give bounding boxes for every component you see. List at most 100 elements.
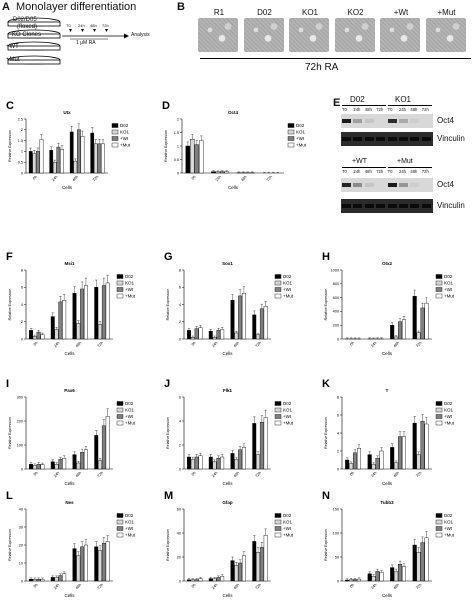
bar (216, 457, 221, 470)
bar (94, 287, 99, 340)
y-tick-label: 600 (333, 296, 339, 300)
bar (194, 328, 199, 340)
chart-title: Tubb3 (380, 500, 394, 505)
x-tick-label: 72h (255, 341, 262, 348)
x-tick-label: 24h (370, 471, 377, 478)
bar (190, 337, 195, 340)
bar (54, 329, 59, 340)
legend-label: +Wt (125, 287, 134, 292)
bar (416, 332, 421, 340)
x-axis-label: Cells (64, 481, 75, 486)
legend-swatch (435, 420, 443, 426)
blot-band (399, 183, 408, 187)
legend-label: D02 (444, 513, 453, 518)
oct4-blot-top (341, 114, 433, 128)
legend-swatch (274, 414, 282, 419)
bar (220, 329, 225, 340)
x-axis-label: Cells (382, 351, 393, 356)
bar (424, 423, 429, 470)
bar (32, 336, 37, 340)
bar (259, 422, 264, 470)
x-tick-label: 48h (72, 175, 79, 182)
y-axis-label: Relative Expression (324, 289, 328, 321)
legend-label: +Wt (283, 287, 292, 292)
bar (77, 129, 81, 174)
legend-swatch (274, 280, 282, 286)
bar (194, 144, 200, 174)
bar (424, 302, 429, 340)
bar (190, 139, 195, 174)
x-axis-label: Cells (222, 593, 233, 598)
blot-lane-label: 24h (399, 169, 406, 174)
legend-label: +Mut (444, 294, 455, 299)
blot-lane-label: 72h (376, 169, 384, 174)
y-tick-label: 0 (177, 171, 179, 175)
legend-label: +Mut (283, 533, 294, 538)
vinculin-blot-top (341, 132, 433, 146)
bar (98, 324, 103, 340)
caption-line (200, 58, 471, 59)
bar (230, 299, 235, 340)
y-axis-label: Relative Expression (324, 529, 328, 561)
micrograph-image (289, 18, 329, 52)
y-tick-label: 10 (19, 561, 23, 565)
bar (398, 563, 403, 582)
micrograph-image (380, 18, 420, 52)
bar (36, 578, 41, 582)
y-tick-label: 0.5 (174, 158, 179, 162)
panel-letter: K (322, 378, 330, 390)
y-tick-label: 800 (333, 282, 339, 286)
x-tick-label: 72h (97, 341, 104, 348)
bar (259, 547, 264, 582)
x-tick-label: 0h (191, 175, 197, 181)
blot-band (387, 183, 397, 187)
bar (29, 463, 33, 470)
legend-swatch (111, 123, 119, 128)
legend-swatch (116, 420, 124, 426)
panel-letter: C (6, 100, 14, 112)
y-tick-label: 200 (333, 324, 339, 328)
bar (101, 543, 106, 582)
x-axis-label: Cells (222, 481, 233, 486)
legend-label: KO1 (444, 408, 454, 413)
legend-label: KO1 (283, 281, 293, 286)
chart-svg: N Tubb3 0 50 100 150 Relative Expression 0h 24h 4… (322, 490, 455, 598)
bar (256, 551, 261, 582)
bar (263, 417, 268, 470)
bar (420, 421, 425, 470)
legend-swatch (116, 526, 124, 531)
blot-band (410, 119, 420, 123)
bar (390, 447, 395, 470)
y-tick-label: 6 (179, 286, 181, 290)
bar (32, 578, 37, 582)
bar (58, 301, 63, 340)
blot-band-label: Vinculin (437, 201, 465, 210)
bar (367, 573, 372, 582)
y-axis-label: Relative Expression (8, 130, 12, 162)
y-tick-label: 1.5 (174, 131, 179, 135)
oct4-blot-bottom (341, 178, 433, 192)
bar (238, 449, 243, 470)
legend-swatch (116, 519, 124, 525)
x-tick-label: 72h (415, 471, 422, 478)
bar (394, 462, 399, 470)
y-tick-label: 0 (179, 467, 181, 471)
bar (412, 296, 417, 340)
micrograph-image (243, 18, 284, 52)
y-tick-label: 8 (21, 268, 23, 272)
bar (212, 578, 217, 582)
bar (230, 453, 235, 470)
legend-swatch (116, 287, 124, 292)
chart-svg: I Pax6 0 100 200 300 Relative Expression 0h 24h 4… (6, 378, 136, 486)
x-tick-label: 72h (415, 341, 422, 348)
x-axis-label: Cells (228, 185, 239, 190)
y-tick-label: 0 (179, 579, 181, 583)
y-tick-label: 20 (177, 555, 181, 559)
legend-swatch (274, 526, 282, 531)
y-tick-label: 0 (337, 467, 339, 471)
chart-svg: M Gfap 0 20 40 60 Relative Expression 0h 24h 48h 7… (164, 490, 294, 598)
blot-band (399, 119, 408, 123)
blot-band (364, 183, 374, 187)
chart-svg: G Sox1 0 2 4 6 8 Relative Expression 0h 24h 48h 72h… (164, 251, 294, 356)
blot-group-line (342, 167, 386, 168)
